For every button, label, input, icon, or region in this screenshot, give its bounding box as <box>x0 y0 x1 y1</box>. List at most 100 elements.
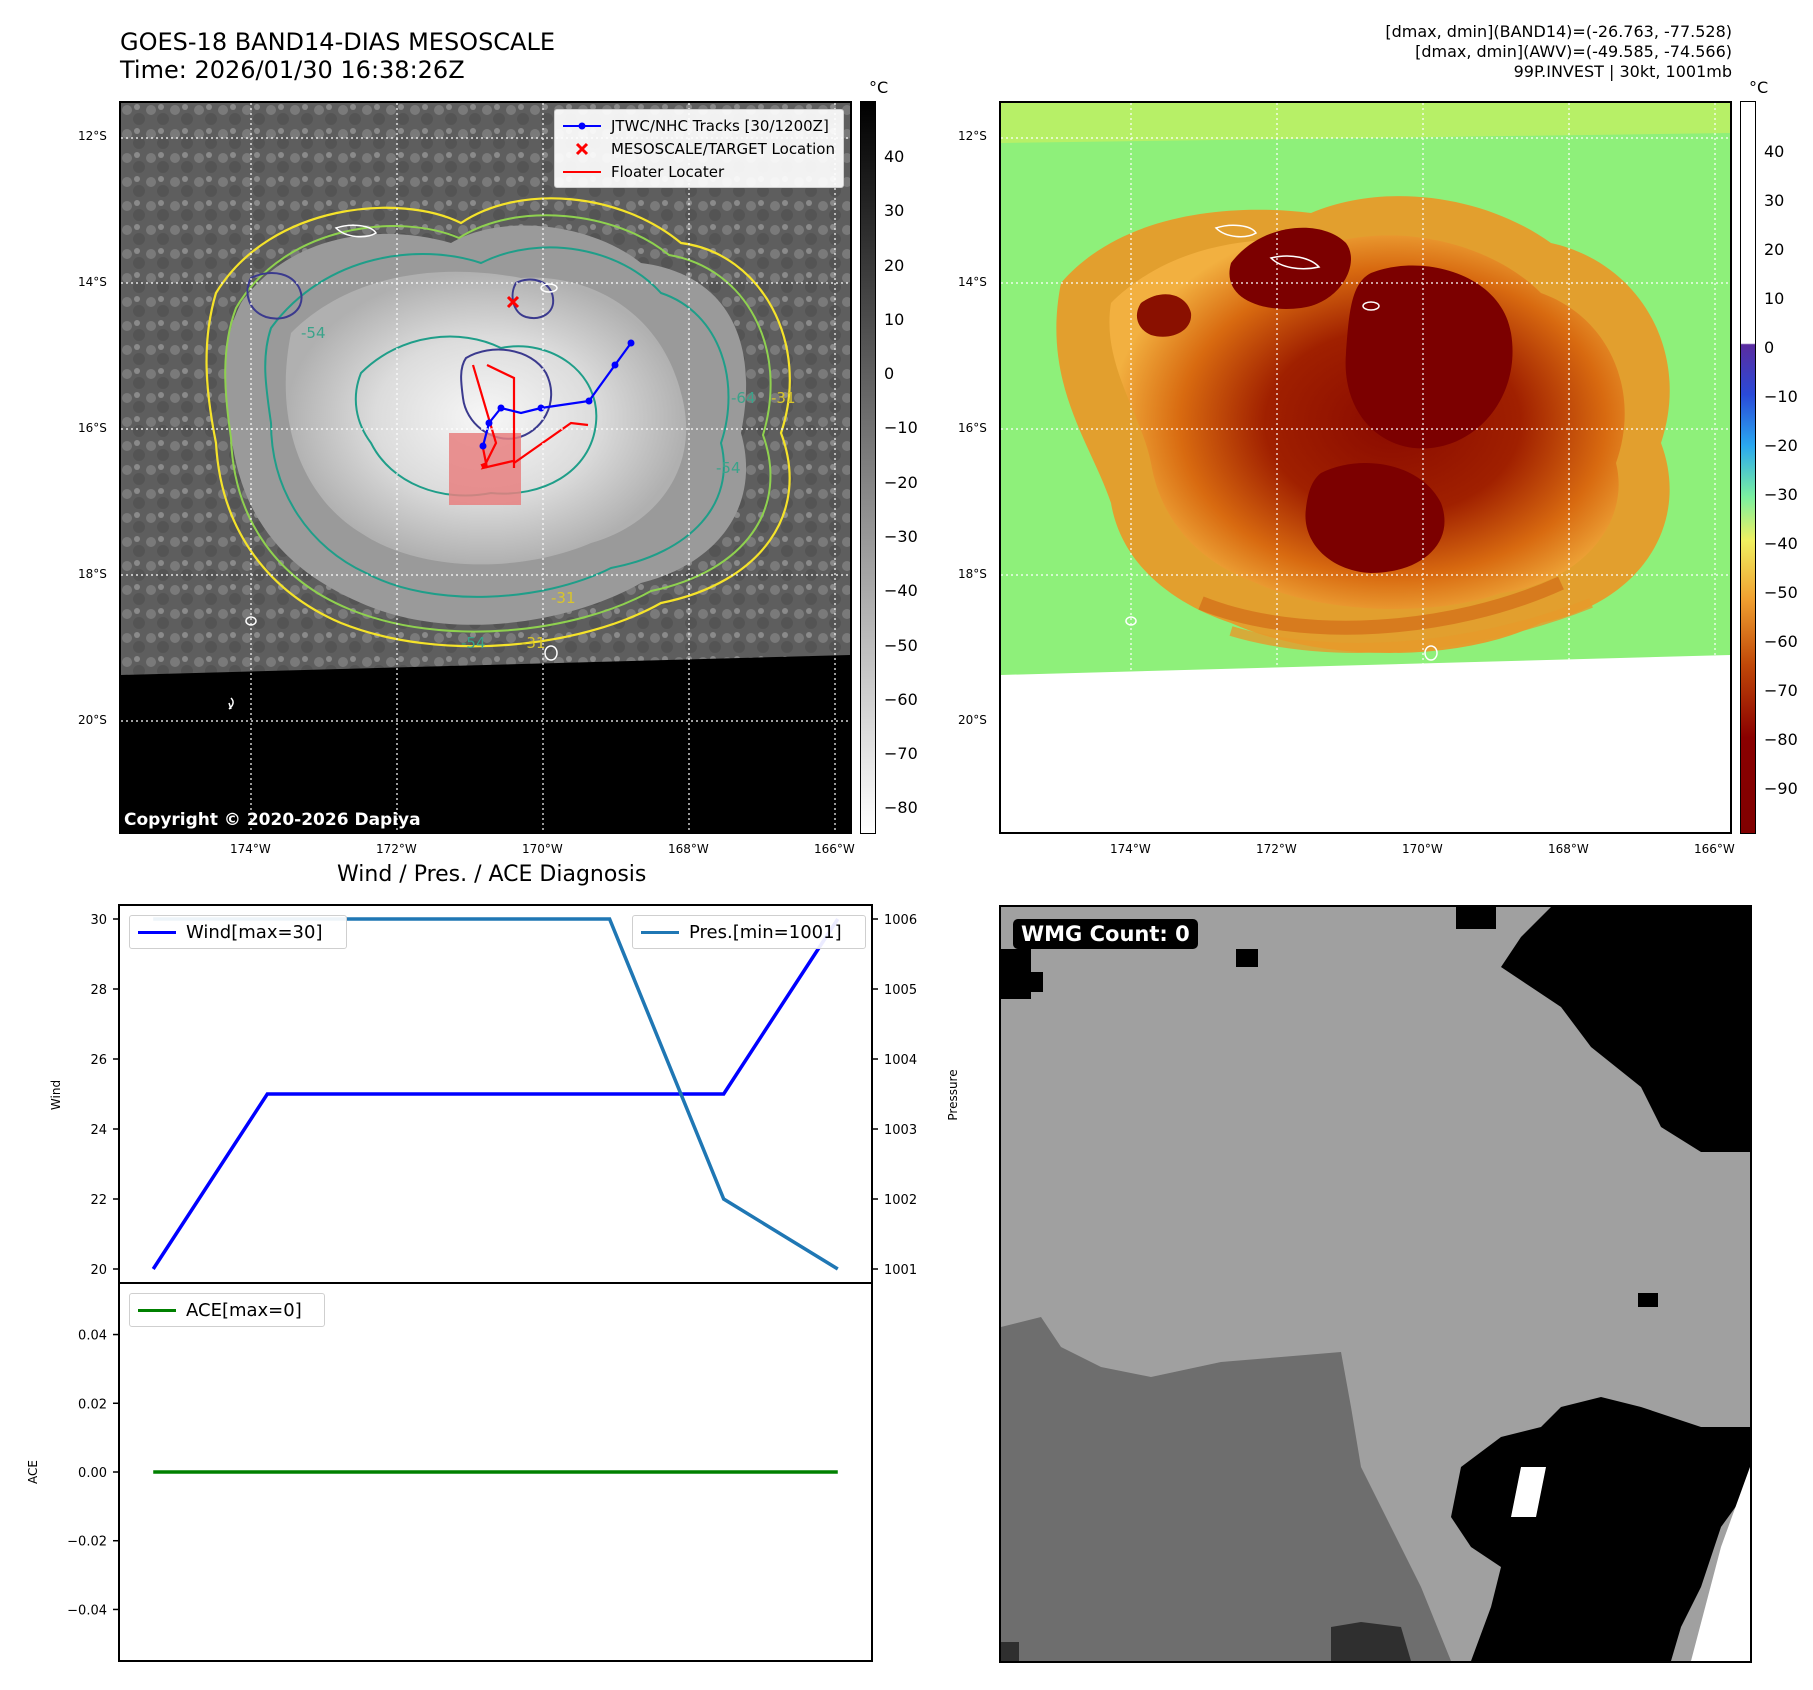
colorbar-tick: −80 <box>884 798 918 817</box>
colorbar-tick: −40 <box>1764 534 1798 553</box>
wind-series-line <box>151 918 840 1270</box>
wmg-count-label: WMG Count: 0 <box>1013 919 1198 949</box>
colorbar-unit: °C <box>869 78 889 97</box>
colorbar-tick: −60 <box>1764 632 1798 651</box>
legend-label: JTWC/NHC Tracks [30/1200Z] <box>611 116 829 135</box>
lat-label: 12°S <box>958 129 987 143</box>
wmg-panel: WMG Count: 0 <box>999 905 1752 1663</box>
legend-item-floater: Floater Locater <box>563 160 835 183</box>
wind-tick-label: 20 <box>90 1263 107 1278</box>
pressure-tick-label: 1002 <box>884 1193 917 1208</box>
contour-label: -54 <box>461 634 486 652</box>
lat-label: 18°S <box>78 567 107 581</box>
colorbar-tick: −30 <box>1764 485 1798 504</box>
colorbar-tick: 10 <box>1764 289 1785 308</box>
info-storm: 99P.INVEST | 30kt, 1001mb <box>1513 62 1732 81</box>
colorbar-tick: 40 <box>1764 142 1785 161</box>
info-block: [dmax, dmin](BAND14)=(-26.763, -77.528) … <box>1385 22 1732 82</box>
contour-label: -54 <box>716 459 741 477</box>
legend-item-target: MESOSCALE/TARGET Location <box>563 137 835 160</box>
colorbar-tick: −20 <box>1764 436 1798 455</box>
colorbar-tick: 10 <box>884 310 905 329</box>
wv-colorbar-ticks: 40 30 20 10 0 −10 −20 −30 −40 −50 −60 −7… <box>1764 101 1812 834</box>
colorbar-tick: 0 <box>1764 338 1775 357</box>
lon-label: 166°W <box>814 842 855 856</box>
lat-label: 16°S <box>78 421 107 435</box>
wv-map-panel <box>999 101 1732 834</box>
wind-tick-label: 30 <box>90 913 107 928</box>
wind-axis-label: Wind <box>49 1080 63 1110</box>
lon-label: 168°W <box>1548 842 1589 856</box>
colorbar-tick: −40 <box>884 581 918 600</box>
legend-item-tracks: JTWC/NHC Tracks [30/1200Z] <box>563 114 835 137</box>
legend-item-wind: Wind[max=30] <box>138 920 338 944</box>
lon-label: 172°W <box>1256 842 1297 856</box>
ir-colorbar-ticks: 40 30 20 10 0 −10 −20 −30 −40 −50 −60 −7… <box>884 101 944 834</box>
colorbar-tick: 40 <box>884 147 905 166</box>
colorbar-tick: −90 <box>1764 779 1798 798</box>
colorbar-tick: −50 <box>1764 583 1798 602</box>
diagnosis-chart: 30 28 26 24 22 20 1006 1005 1004 1003 1002 1001 0.… <box>26 904 960 1662</box>
legend-label: MESOSCALE/TARGET Location <box>610 139 835 158</box>
colorbar-tick: 30 <box>1764 191 1785 210</box>
x-marker-icon <box>575 142 589 155</box>
colorbar-tick: −60 <box>884 690 918 709</box>
lat-label: 18°S <box>958 567 987 581</box>
pressure-axis-label: Pressure <box>946 1069 960 1120</box>
colorbar-tick: −70 <box>1764 681 1798 700</box>
contour-label: -64 <box>731 389 756 407</box>
colorbar-tick: −70 <box>884 744 918 763</box>
info-awv: [dmax, dmin](AWV)=(-49.585, -74.566) <box>1415 42 1732 61</box>
ir-colorbar <box>860 101 876 834</box>
lat-label: 14°S <box>78 275 107 289</box>
map-legend: JTWC/NHC Tracks [30/1200Z] MESOSCALE/TAR… <box>554 109 844 188</box>
colorbar-tick: −80 <box>1764 730 1798 749</box>
pressure-legend: Pres.[min=1001] <box>632 915 866 949</box>
wind-tick-label: 28 <box>90 983 107 998</box>
lat-label: 14°S <box>958 275 987 289</box>
wv-colorbar <box>1740 101 1756 834</box>
contour-label: -31 <box>551 589 576 607</box>
red-line-icon <box>563 170 601 173</box>
colorbar-tick: −20 <box>884 473 918 492</box>
colorbar-tick: 20 <box>884 256 905 275</box>
wind-legend: Wind[max=30] <box>129 915 347 949</box>
contour-label: -31 <box>521 634 546 652</box>
lon-label: 170°W <box>1402 842 1443 856</box>
colorbar-tick: 0 <box>884 364 895 383</box>
lat-label: 12°S <box>78 129 107 143</box>
colorbar-tick: 20 <box>1764 240 1785 259</box>
wmg-image <box>1001 907 1750 1661</box>
colorbar-tick: −50 <box>884 636 918 655</box>
figure-title: GOES-18 BAND14-DIAS MESOSCALE <box>120 28 556 56</box>
pressure-tick-label: 1001 <box>884 1263 917 1278</box>
ace-tick-label: 0.02 <box>78 1397 107 1412</box>
legend-item-pressure: Pres.[min=1001] <box>641 920 857 944</box>
legend-item-ace: ACE[max=0] <box>138 1298 316 1322</box>
colorbar-tick: −10 <box>1764 387 1798 406</box>
track-line-icon <box>563 122 601 129</box>
ir-map-panel: -54 -31 -64 -54 -31 -54 -31 Copyright © … <box>119 101 852 834</box>
wind-tick-label: 22 <box>90 1193 107 1208</box>
pressure-tick-label: 1004 <box>884 1053 917 1068</box>
colorbar-tick: 30 <box>884 201 905 220</box>
diagnosis-title: Wind / Pres. / ACE Diagnosis <box>337 862 647 887</box>
legend-label: ACE[max=0] <box>186 1299 302 1321</box>
legend-label: Pres.[min=1001] <box>689 921 842 943</box>
wv-map-image <box>1001 103 1730 675</box>
ace-legend: ACE[max=0] <box>129 1293 325 1327</box>
info-band14: [dmax, dmin](BAND14)=(-26.763, -77.528) <box>1385 22 1732 41</box>
pressure-tick-label: 1006 <box>884 913 917 928</box>
ir-map-image: -54 -31 -64 -54 -31 -54 -31 <box>121 103 850 832</box>
ace-tick-label: 0.00 <box>78 1466 107 1481</box>
wind-tick-label: 26 <box>90 1053 107 1068</box>
ace-tick-label: −0.04 <box>67 1603 107 1618</box>
colorbar-tick: −10 <box>884 418 918 437</box>
lon-label: 174°W <box>1110 842 1151 856</box>
lon-label: 174°W <box>230 842 271 856</box>
pressure-line-icon <box>641 930 679 934</box>
legend-label: Floater Locater <box>611 162 725 181</box>
lon-label: 168°W <box>668 842 709 856</box>
lat-label: 20°S <box>78 713 107 727</box>
legend-label: Wind[max=30] <box>186 921 323 943</box>
